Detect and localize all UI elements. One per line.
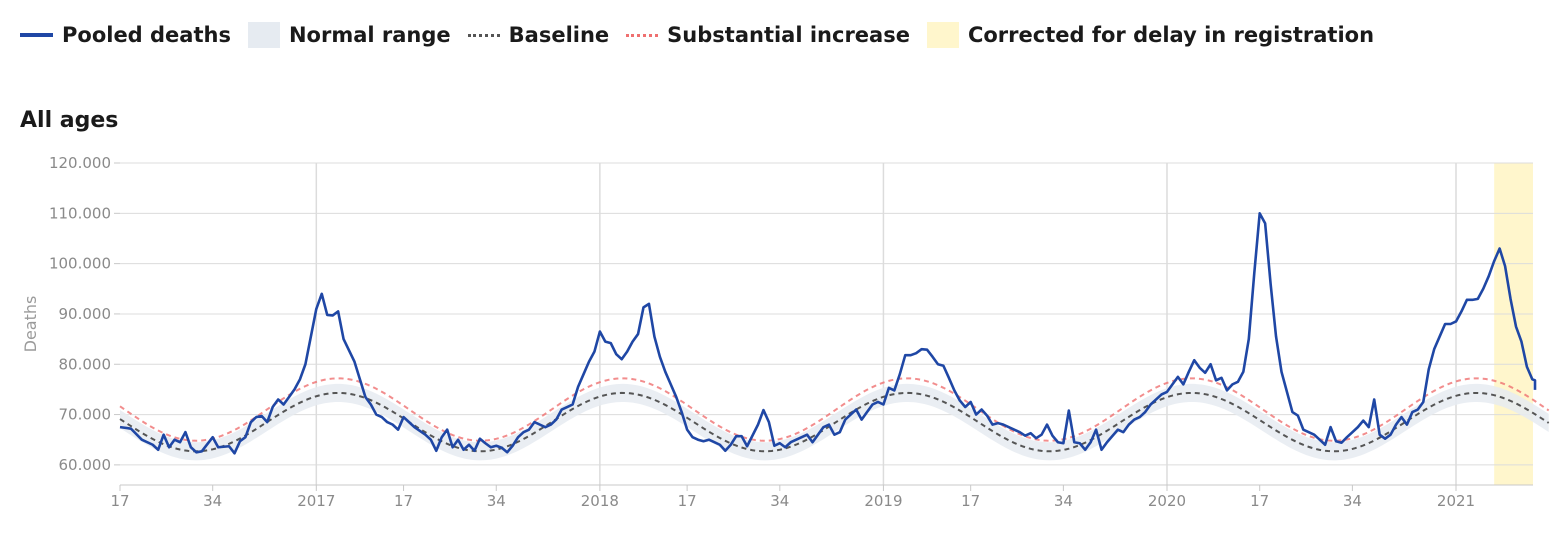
legend-label: Pooled deaths	[62, 23, 231, 47]
legend-item-pooled-deaths[interactable]: Pooled deaths	[20, 23, 231, 47]
corrected-delay-region	[1494, 163, 1533, 485]
legend-label: Substantial increase	[667, 23, 910, 47]
substantial-increase-line	[119, 377, 1550, 442]
y-tick-label: 60.000	[59, 456, 112, 474]
y-axis-label: Deaths	[21, 296, 40, 353]
x-tick-label: 34	[1343, 492, 1362, 510]
pooled-deaths-line-swatch	[20, 33, 53, 37]
baseline-dotted-swatch	[467, 33, 500, 37]
x-tick-label: 34	[770, 492, 789, 510]
x-tick-label: 34	[487, 492, 506, 510]
legend-item-baseline[interactable]: Baseline	[467, 23, 610, 47]
x-tick-label: 17	[110, 492, 129, 510]
y-tick-label: 70.000	[59, 406, 112, 424]
x-tick-label: 34	[203, 492, 222, 510]
y-tick-label: 100.000	[49, 255, 111, 273]
chart-title: All ages	[20, 108, 119, 133]
x-tick-label: 2018	[581, 492, 619, 510]
legend: Pooled deaths Normal range Baseline Subs…	[20, 22, 1391, 48]
x-tick-label: 17	[678, 492, 697, 510]
substantial-increase-dotted-swatch	[626, 33, 659, 37]
legend-label: Normal range	[288, 23, 451, 47]
x-tick-label: 2019	[864, 492, 902, 510]
y-tick-label: 120.000	[49, 154, 111, 172]
legend-item-normal-range[interactable]: Normal range	[247, 22, 451, 48]
corrected-delay-band-swatch	[926, 22, 959, 48]
legend-item-corrected-delay[interactable]: Corrected for delay in registration	[926, 22, 1375, 48]
normal-range-band-swatch	[247, 22, 280, 48]
legend-label: Baseline	[508, 23, 610, 47]
y-tick-label: 90.000	[59, 305, 112, 323]
pooled-deaths-line	[119, 212, 1537, 455]
legend-item-substantial-increase[interactable]: Substantial increase	[626, 23, 910, 47]
x-tick-label: 34	[1054, 492, 1073, 510]
x-tick-label: 2021	[1437, 492, 1475, 510]
y-tick-label: 110.000	[49, 204, 111, 222]
baseline-line	[119, 391, 1550, 453]
legend-label: Corrected for delay in registration	[967, 23, 1375, 47]
x-tick-label: 17	[961, 492, 980, 510]
x-tick-label: 17	[1250, 492, 1269, 510]
x-tick-label: 2017	[297, 492, 335, 510]
y-tick-label: 80.000	[59, 355, 112, 373]
x-tick-label: 17	[394, 492, 413, 510]
x-tick-label: 2020	[1148, 492, 1186, 510]
